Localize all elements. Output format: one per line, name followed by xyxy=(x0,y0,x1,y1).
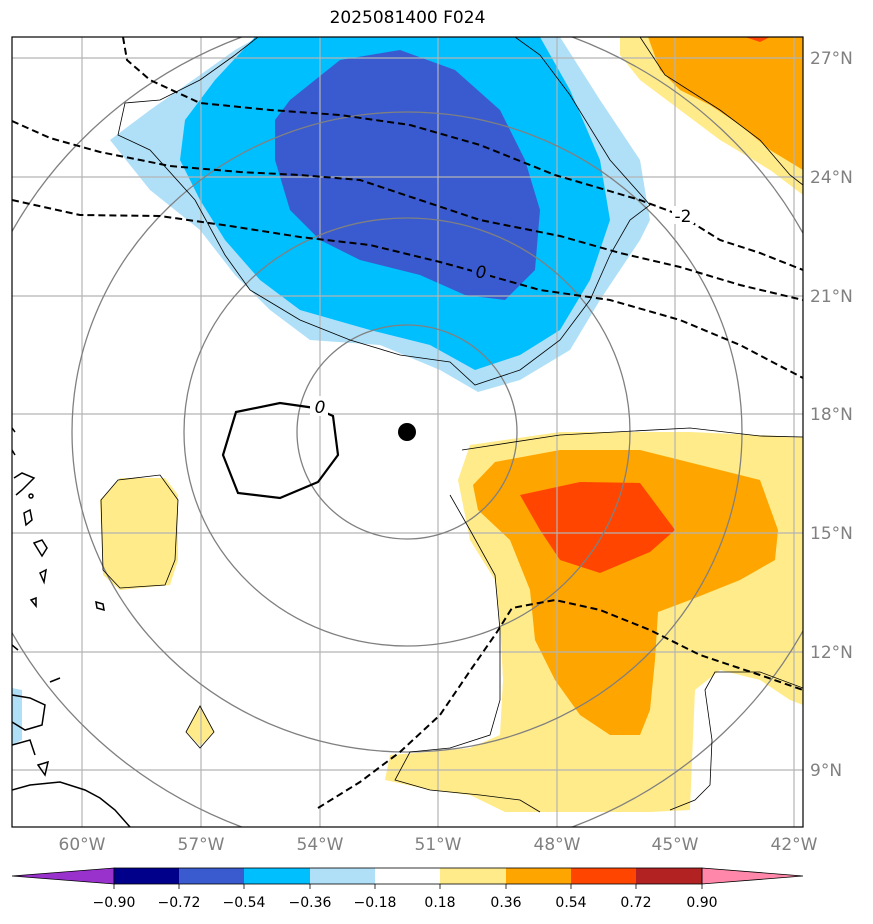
lon-label: 54°W xyxy=(297,835,344,855)
colorbar-segment xyxy=(179,868,244,884)
map-title: 2025081400 F024 xyxy=(329,8,486,28)
colorbar-tick-label: −0.36 xyxy=(289,895,332,911)
colorbar-tick-label: −0.90 xyxy=(93,895,136,911)
lat-label: 9°N xyxy=(810,761,842,781)
thin-contours xyxy=(100,37,803,813)
red-fill-northeast xyxy=(745,37,770,42)
dashed-contours xyxy=(12,37,803,809)
lat-label: 24°N xyxy=(810,168,853,188)
colorbar-segment xyxy=(375,868,440,884)
longitude-labels: 60°W 57°W 54°W 51°W 48°W 45°W 42°W xyxy=(59,835,818,855)
colorbar-tick-label: 0.72 xyxy=(620,895,651,911)
colorbar-segment xyxy=(114,868,179,884)
colorbar-segment xyxy=(244,868,310,884)
map-frame xyxy=(11,36,804,828)
light-blue-fill-corner xyxy=(12,688,22,745)
colorbar-segment xyxy=(310,868,375,884)
range-rings xyxy=(12,37,803,827)
colorbar-segment xyxy=(440,868,506,884)
red-orange-fill xyxy=(520,482,675,573)
lat-label: 12°N xyxy=(810,643,853,663)
lon-label: 45°W xyxy=(652,835,699,855)
colorbar-tick-label: −0.72 xyxy=(158,895,201,911)
colorbar-tick-label: 0.90 xyxy=(686,895,717,911)
orange-fill-northeast xyxy=(648,37,803,170)
lat-label: 15°N xyxy=(810,524,853,544)
lat-label: 18°N xyxy=(810,405,853,425)
map-area: -2 0 0 xyxy=(12,37,803,827)
lat-label: 27°N xyxy=(810,49,853,69)
colorbar: −0.90 −0.72 −0.54 −0.36 −0.18 0.18 0.36 … xyxy=(11,867,804,911)
contour-label-minus2: -2 xyxy=(675,207,692,227)
colorbar-tick-label: 0.54 xyxy=(555,895,586,911)
colorbar-segment xyxy=(636,868,702,884)
latitude-labels: 27°N 24°N 21°N 18°N 15°N 12°N 9°N xyxy=(810,49,853,781)
colorbar-extend-high xyxy=(701,867,804,885)
storm-center-marker xyxy=(398,423,416,441)
lon-label: 57°W xyxy=(178,835,225,855)
zero-contour-solid xyxy=(221,401,340,500)
lon-label: 60°W xyxy=(59,835,106,855)
colorbar-tick-label: −0.54 xyxy=(223,895,266,911)
colorbar-segment xyxy=(571,868,636,884)
dark-blue-fill xyxy=(275,50,540,300)
yellow-fill-west xyxy=(100,478,178,590)
lat-lon-grid xyxy=(12,37,803,827)
coastlines xyxy=(12,427,131,827)
lon-label: 51°W xyxy=(415,835,462,855)
colorbar-tick-label: 0.18 xyxy=(424,895,455,911)
contour-label-zero-storm: 0 xyxy=(315,398,326,418)
yellow-fill-small xyxy=(186,705,214,746)
colorbar-extend-low xyxy=(11,867,115,885)
colorbar-tick-label: 0.36 xyxy=(490,895,521,911)
lon-label: 42°W xyxy=(771,835,818,855)
colorbar-segment xyxy=(506,868,571,884)
colorbar-tick-label: −0.18 xyxy=(354,895,397,911)
lon-label: 48°W xyxy=(534,835,581,855)
contour-label-zero-north: 0 xyxy=(476,263,487,283)
lat-label: 21°N xyxy=(810,287,853,307)
